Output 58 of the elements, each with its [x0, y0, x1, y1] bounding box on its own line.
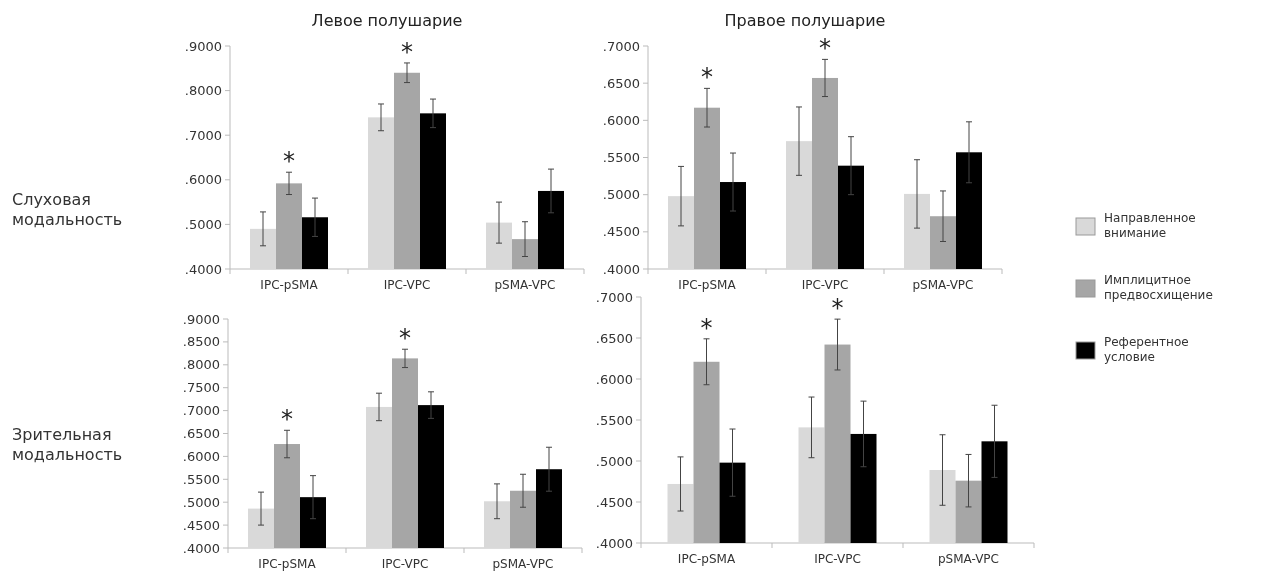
- x-tick-label: IPC-pSMA: [678, 278, 737, 292]
- y-tick-label: .4500: [602, 224, 640, 240]
- y-tick-label: .4000: [595, 535, 633, 551]
- chart-title: Правое полушарие: [724, 11, 886, 30]
- y-tick-label: .6000: [602, 112, 640, 128]
- x-tick-label: pSMA-VPC: [494, 278, 556, 292]
- legend-label: Имплицитное предвосхищение: [1104, 273, 1213, 302]
- y-tick-label: .4000: [602, 261, 640, 277]
- y-tick-label: .7000: [595, 289, 633, 305]
- y-tick-label: .7000: [182, 403, 220, 419]
- x-tick-label: IPC-pSMA: [258, 557, 317, 571]
- y-tick-label: .8500: [182, 334, 220, 350]
- x-tick-label: IPC-VPC: [814, 552, 861, 566]
- annotation: *: [700, 313, 713, 342]
- y-tick-label: .7000: [602, 38, 640, 54]
- y-tick-label: .5500: [595, 412, 633, 428]
- annotation: *: [831, 294, 844, 323]
- y-tick-label: .5000: [182, 494, 220, 510]
- y-tick-label: .5000: [184, 216, 222, 232]
- y-tick-label: .6000: [595, 371, 633, 387]
- y-tick-label: .4500: [595, 494, 633, 510]
- x-tick-label: IPC-VPC: [383, 278, 431, 292]
- y-tick-label: .5000: [602, 187, 640, 203]
- y-tick-label: .7500: [182, 380, 220, 396]
- chart-title: Левое полушарие: [311, 11, 463, 30]
- y-tick-label: .8000: [182, 357, 220, 373]
- y-tick-label: .8000: [184, 83, 222, 99]
- y-tick-label: .4000: [182, 540, 220, 556]
- x-tick-label: IPC-VPC: [801, 278, 849, 292]
- x-tick-label: pSMA-VPC: [912, 278, 974, 292]
- y-tick-label: .6500: [182, 426, 220, 442]
- y-tick-label: .6000: [182, 448, 220, 464]
- y-tick-label: .7000: [184, 127, 222, 143]
- y-axis-title: Зрительная модальность: [12, 425, 123, 464]
- annotation: *: [283, 147, 295, 176]
- x-tick-label: pSMA-VPC: [938, 552, 999, 566]
- y-tick-label: .5000: [595, 453, 633, 469]
- annotation: *: [701, 63, 713, 92]
- annotation: *: [819, 34, 831, 63]
- legend-label: Референтное условие: [1104, 335, 1189, 364]
- y-tick-label: .6000: [184, 172, 222, 188]
- annotation: *: [399, 324, 411, 353]
- y-tick-label: .4000: [184, 261, 222, 277]
- annotation: *: [401, 37, 413, 66]
- y-tick-label: .6500: [595, 330, 633, 346]
- y-tick-label: .4500: [182, 517, 220, 533]
- x-tick-label: IPC-pSMA: [677, 552, 736, 566]
- legend-label: Направленное внимание: [1104, 211, 1196, 240]
- x-tick-label: IPC-pSMA: [260, 278, 319, 292]
- x-tick-label: pSMA-VPC: [492, 557, 554, 571]
- y-tick-label: .9000: [184, 38, 222, 54]
- y-axis-title: Слуховая модальность: [12, 190, 123, 229]
- y-tick-label: .6500: [602, 75, 640, 91]
- x-tick-label: IPC-VPC: [381, 557, 429, 571]
- y-tick-label: .5500: [602, 150, 640, 166]
- annotation: *: [281, 405, 293, 434]
- y-tick-label: .9000: [182, 311, 220, 327]
- y-tick-label: .5500: [182, 471, 220, 487]
